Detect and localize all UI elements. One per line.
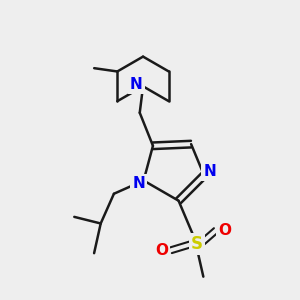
Text: N: N <box>204 164 216 179</box>
Text: S: S <box>191 235 203 253</box>
Text: O: O <box>219 223 232 238</box>
Text: N: N <box>132 176 145 191</box>
Text: O: O <box>155 243 168 258</box>
Text: N: N <box>130 77 143 92</box>
